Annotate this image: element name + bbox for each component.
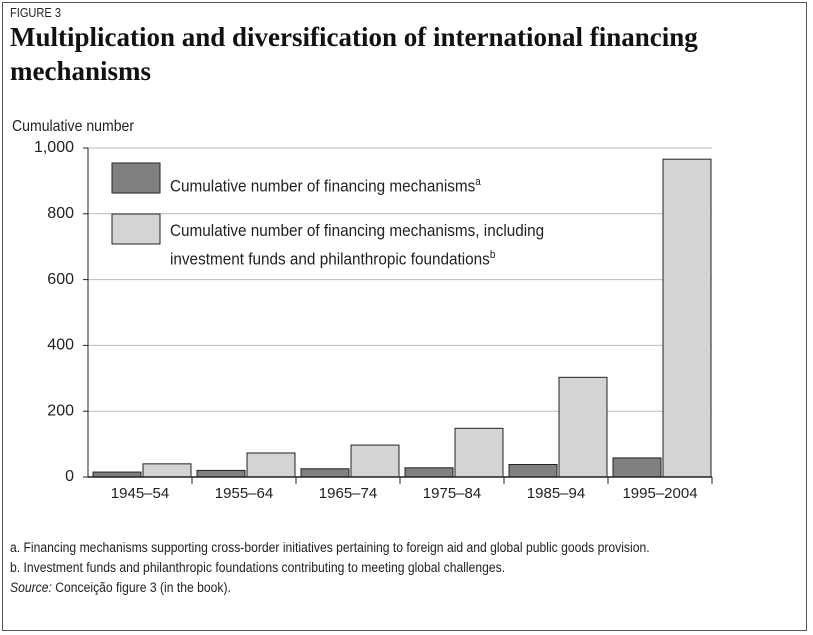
- note: b. Investment funds and philanthropic fo…: [10, 560, 506, 575]
- bar: [350, 444, 400, 478]
- figure-label: FIGURE 3: [10, 5, 61, 20]
- legend-entry: Cumulative number of financing mechanism…: [170, 218, 602, 272]
- y-tick-label: 800: [47, 205, 74, 222]
- note: a. Financing mechanisms supporting cross…: [10, 540, 650, 555]
- x-tick-label: 1995–2004: [622, 485, 697, 502]
- bar: [454, 427, 504, 478]
- bar: [612, 457, 662, 478]
- bar: [558, 376, 608, 478]
- legend-note: a: [475, 176, 481, 188]
- legend-label: Cumulative number of financing mechanism…: [170, 176, 476, 196]
- legend-swatch: [111, 162, 161, 194]
- x-tick-label: 1955–64: [215, 485, 273, 502]
- legend-label: Cumulative number of financing mechanism…: [170, 221, 545, 269]
- bar: [246, 452, 296, 478]
- y-tick-label: 0: [65, 468, 74, 485]
- x-tick-label: 1945–54: [111, 485, 169, 502]
- x-tick-label: 1975–84: [423, 485, 481, 502]
- source-text: Conceição figure 3 (in the book).: [55, 580, 231, 595]
- legend-swatch: [111, 213, 161, 245]
- bar: [404, 467, 454, 478]
- bar: [508, 463, 558, 478]
- y-tick-label: 1,000: [34, 139, 74, 156]
- x-tick-label: 1985–94: [527, 485, 585, 502]
- y-tick-label: 600: [47, 271, 74, 288]
- source: Source: Conceição figure 3 (in the book)…: [10, 578, 784, 598]
- y-axis-label: Cumulative number: [12, 118, 135, 135]
- legend-entry: Cumulative number of financing mechanism…: [170, 170, 602, 199]
- x-tick-label: 1965–74: [319, 485, 377, 502]
- bar: [142, 463, 192, 478]
- y-tick-label: 400: [47, 337, 74, 354]
- bar: [196, 469, 246, 478]
- bar: [662, 158, 712, 478]
- chart-title: Multiplication and diversification of in…: [10, 22, 698, 86]
- bar: [300, 468, 350, 478]
- notes: a. Financing mechanisms supporting cross…: [10, 538, 800, 598]
- y-tick-label: 200: [47, 402, 74, 419]
- legend-note: b: [489, 249, 496, 261]
- source-label: Source:: [10, 580, 52, 595]
